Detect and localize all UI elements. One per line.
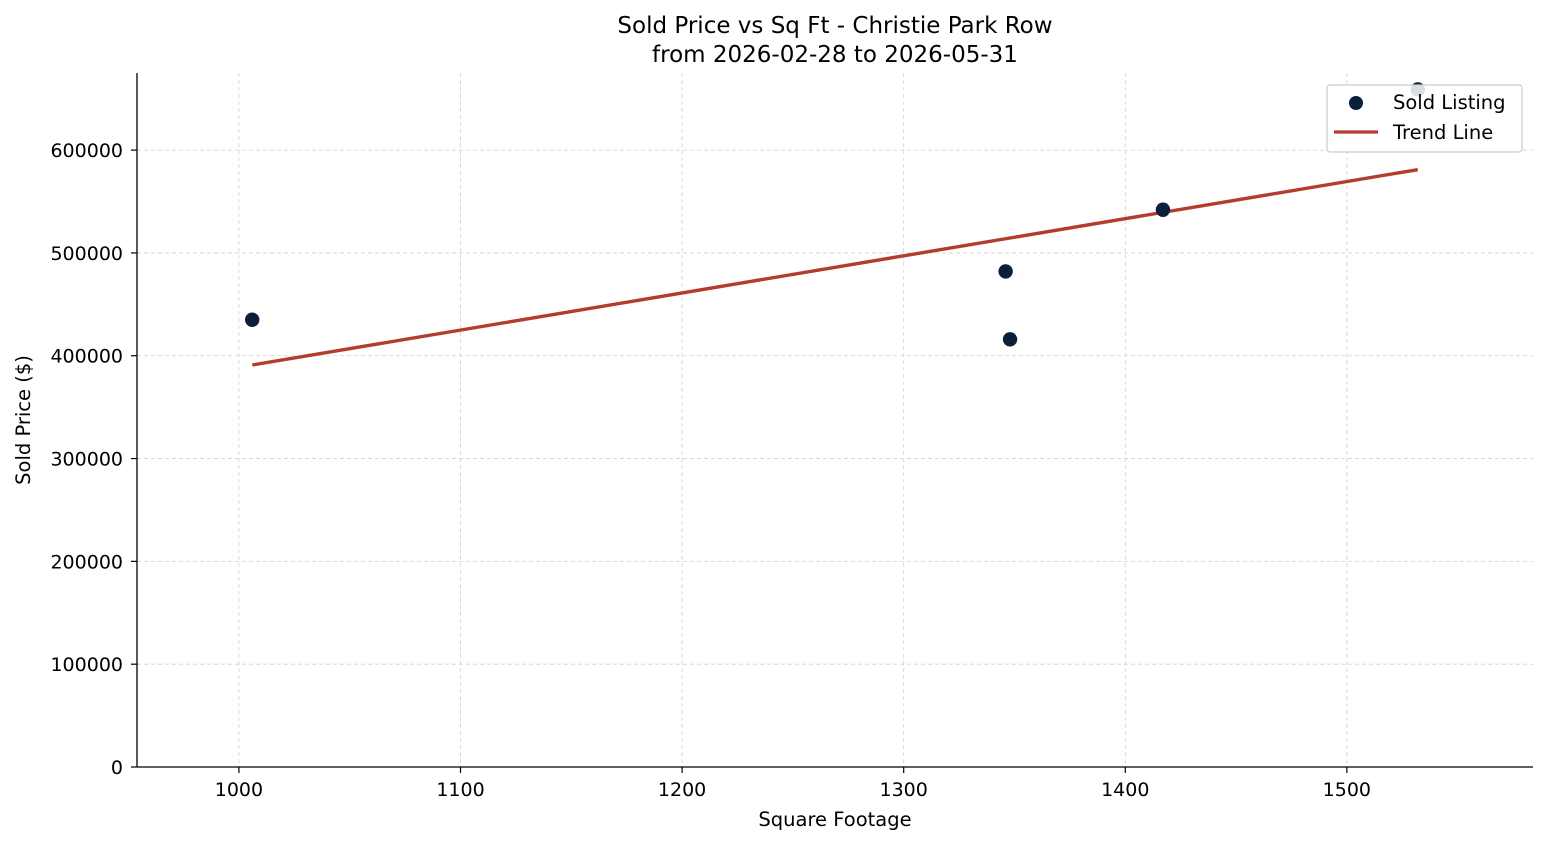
legend-label-trend-line: Trend Line — [1392, 121, 1493, 144]
series-layer — [245, 82, 1425, 367]
y-tick-label: 500000 — [50, 243, 123, 265]
legend: Sold Listing Trend Line — [1326, 84, 1523, 153]
grid-layer — [137, 73, 1533, 768]
x-tick-label: 1100 — [436, 779, 484, 801]
chart-subtitle: from 2026-02-28 to 2026-05-31 — [652, 42, 1018, 68]
x-tick-label: 1300 — [880, 779, 928, 801]
chart-title: Sold Price vs Sq Ft - Christie Park Row — [617, 13, 1052, 39]
y-tick-label: 100000 — [50, 654, 123, 676]
data-point — [245, 312, 260, 327]
x-tick-label: 1200 — [658, 779, 706, 801]
x-axis-label: Square Footage — [758, 808, 911, 831]
data-point — [998, 264, 1013, 279]
y-tick-label: 300000 — [50, 449, 123, 471]
axis-layer: 1000 1100 1200 1300 1400 1500 0 100000 200000 300… — [50, 73, 1533, 801]
y-tick-label: 400000 — [50, 346, 123, 368]
y-tick-label: 200000 — [50, 551, 123, 573]
x-tick-label: 1500 — [1323, 779, 1371, 801]
legend-marker-sold-listing — [1349, 96, 1363, 110]
y-axis-label: Sold Price ($) — [12, 355, 35, 485]
y-tick-label: 0 — [111, 757, 123, 779]
x-tick-label: 1400 — [1101, 779, 1149, 801]
trend-line — [251, 167, 1419, 367]
data-point — [1002, 332, 1018, 347]
data-point — [1155, 202, 1171, 217]
legend-label-sold-listing: Sold Listing — [1393, 91, 1506, 114]
y-tick-label: 600000 — [50, 140, 123, 162]
legend-frame — [1326, 84, 1523, 153]
x-tick-label: 1000 — [215, 779, 263, 801]
